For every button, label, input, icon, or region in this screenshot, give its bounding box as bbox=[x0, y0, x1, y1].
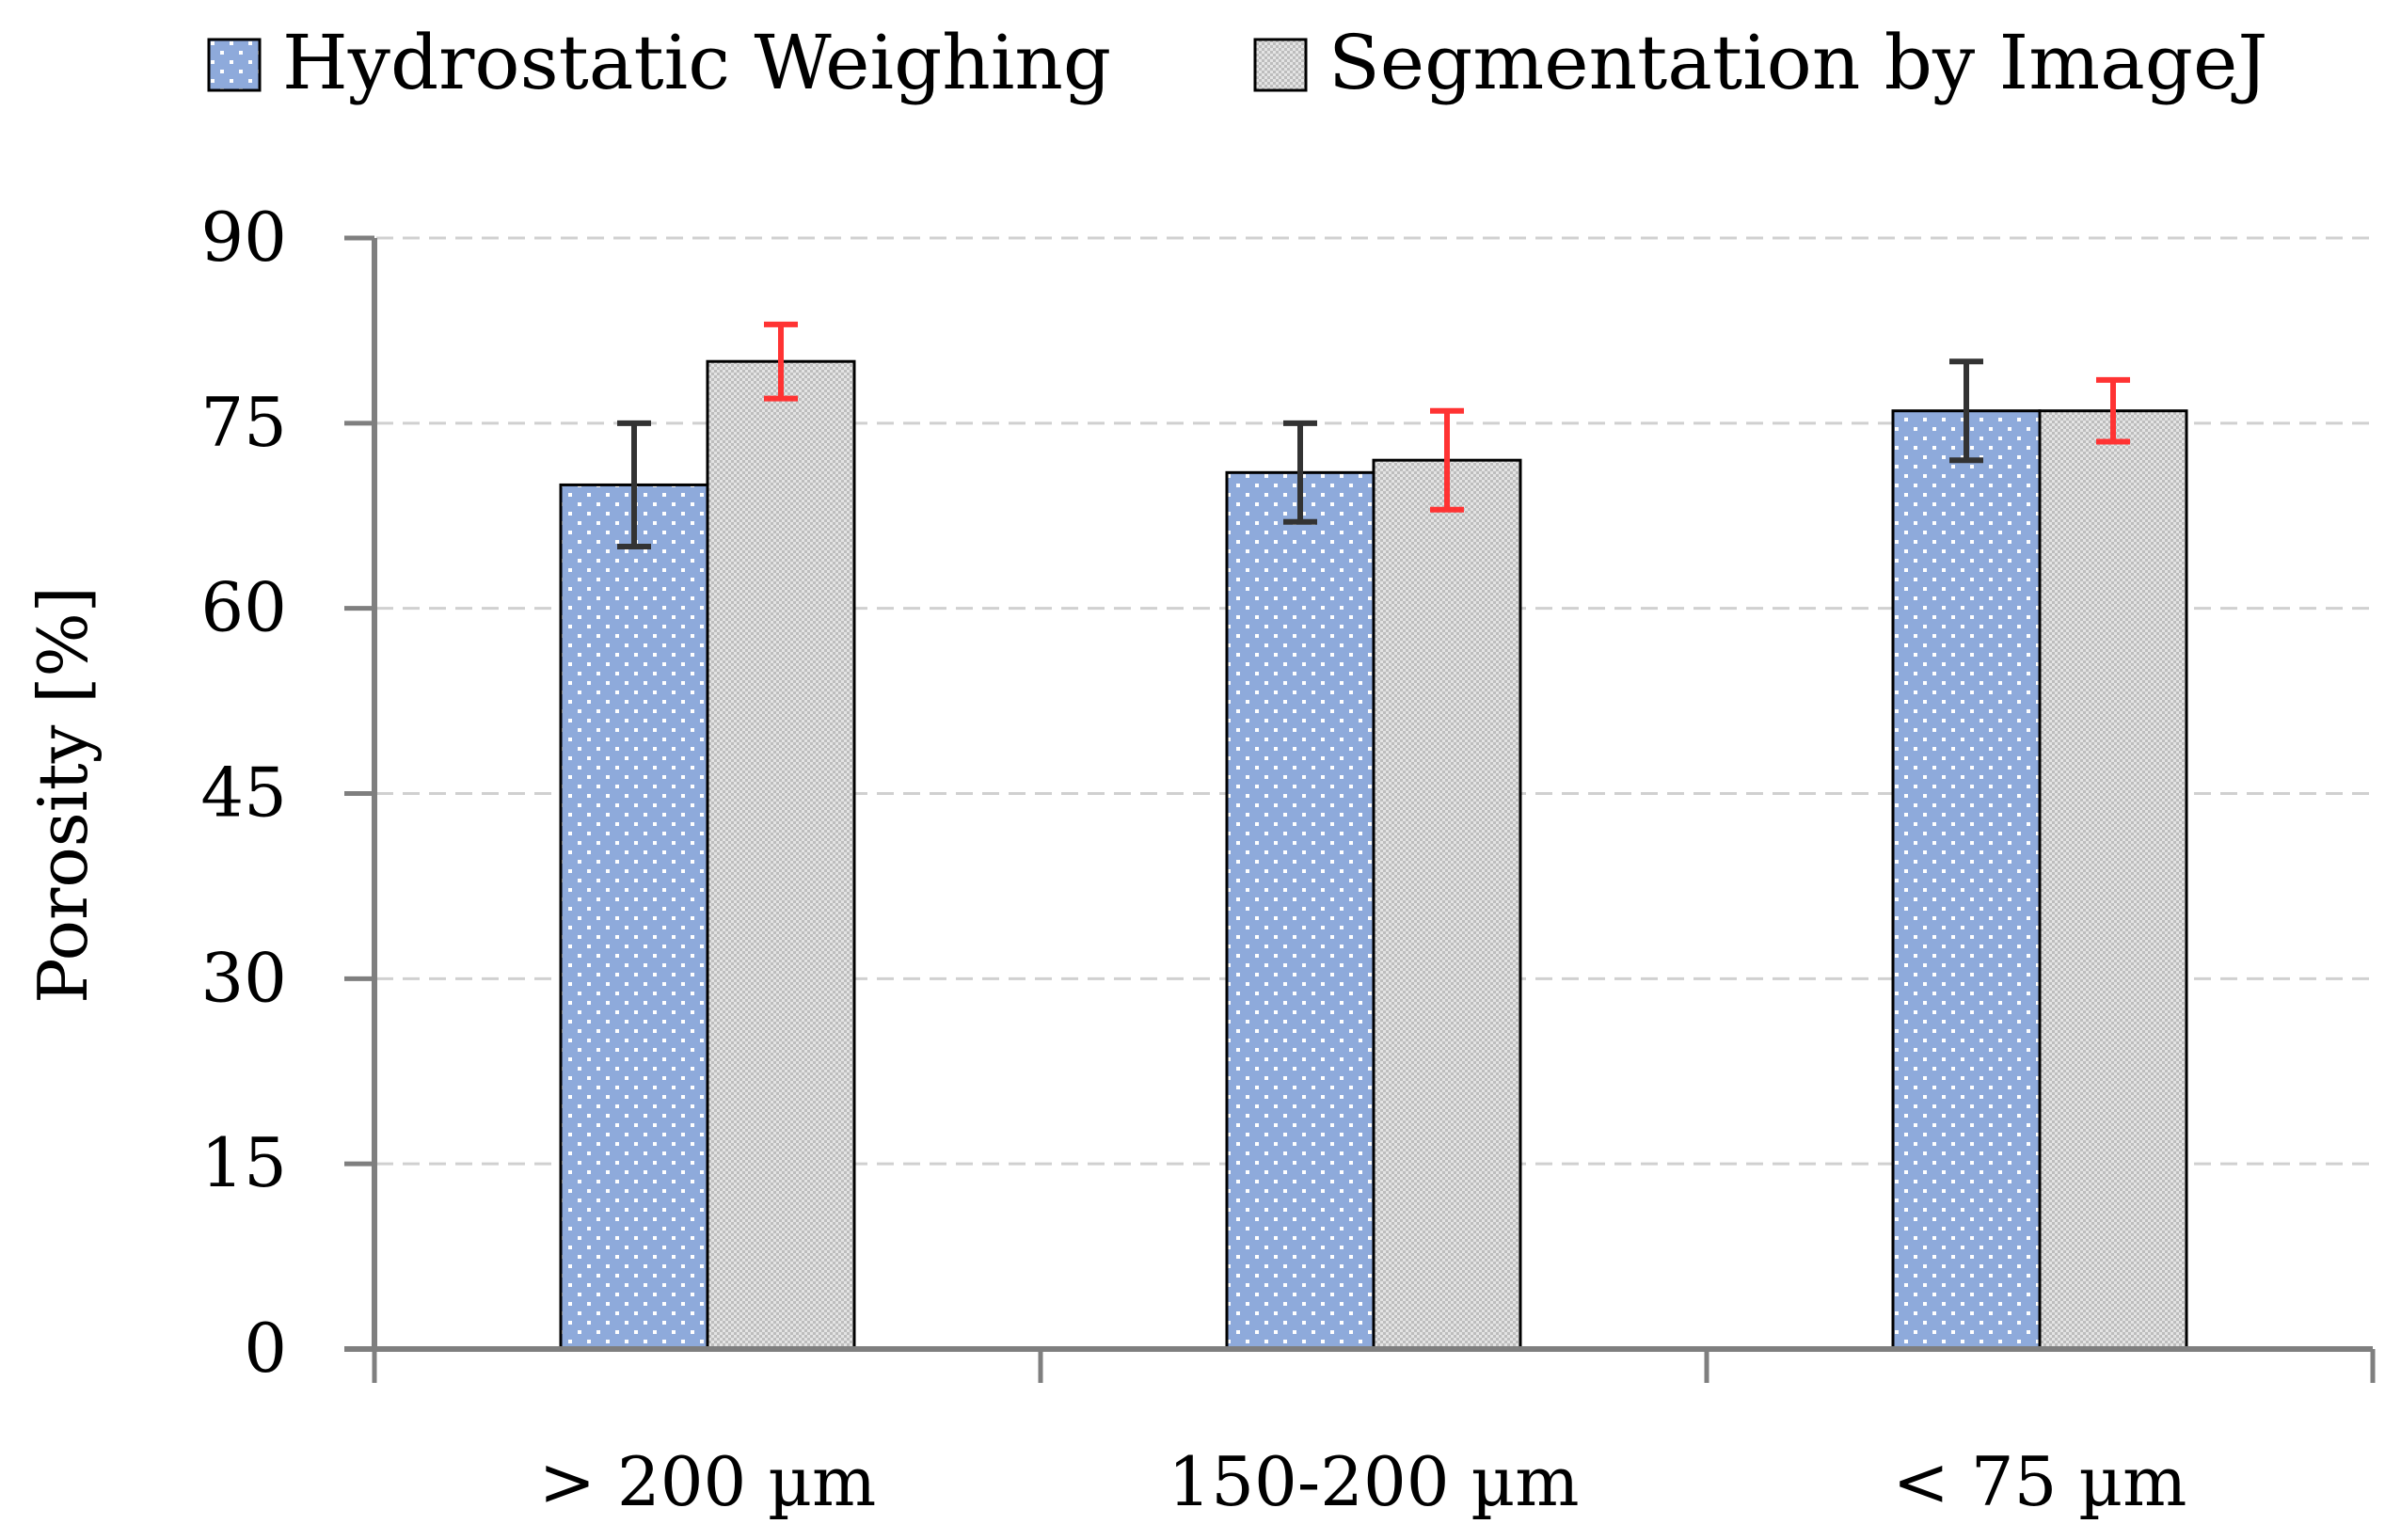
error-bar-hydrostatic bbox=[1283, 420, 1317, 525]
bar-hydrostatic bbox=[1891, 409, 2042, 1351]
x-category-label: 150-200 µm bbox=[1168, 1442, 1579, 1521]
legend-swatch-hydrostatic bbox=[207, 38, 262, 92]
y-tick-label: 75 bbox=[200, 383, 287, 462]
bar-hydrostatic bbox=[1225, 470, 1375, 1351]
bar-hydrostatic bbox=[559, 483, 709, 1351]
error-bars bbox=[617, 321, 2130, 550]
bars bbox=[559, 359, 2188, 1351]
y-tick-label: 90 bbox=[200, 198, 287, 277]
error-bar-hydrostatic bbox=[1949, 358, 1983, 464]
error-bar-segmentation bbox=[1430, 407, 1464, 513]
tick-labels: 0 15 30 45 60 75 90 > 200 µm 150-200 µm < 75 µm bbox=[200, 198, 2186, 1521]
bar-segmentation bbox=[706, 359, 856, 1351]
legend-label-hydrostatic: Hydrostatic Weighing bbox=[282, 19, 1111, 106]
legend-label-segmentation: Segmentation by ImageJ bbox=[1328, 19, 2267, 106]
error-bar-hydrostatic bbox=[617, 420, 651, 550]
y-axis-title: Porosity [%] bbox=[24, 586, 103, 1004]
legend: Hydrostatic Weighing Segmentation by Ima… bbox=[207, 19, 2267, 106]
x-category-label: > 200 µm bbox=[539, 1442, 877, 1521]
error-bar-segmentation bbox=[2096, 376, 2130, 445]
bar-segmentation bbox=[1372, 458, 1522, 1351]
y-tick-label: 60 bbox=[200, 568, 287, 647]
error-bar-segmentation bbox=[764, 321, 798, 402]
axes bbox=[344, 235, 2376, 1383]
y-tick-label: 15 bbox=[200, 1123, 287, 1202]
y-tick-label: 30 bbox=[200, 938, 287, 1017]
y-tick-label: 0 bbox=[244, 1309, 287, 1388]
x-category-label: < 75 µm bbox=[1893, 1442, 2187, 1521]
legend-swatch-segmentation bbox=[1253, 38, 1308, 92]
y-tick-label: 45 bbox=[200, 754, 287, 833]
bar-segmentation bbox=[2038, 409, 2188, 1351]
